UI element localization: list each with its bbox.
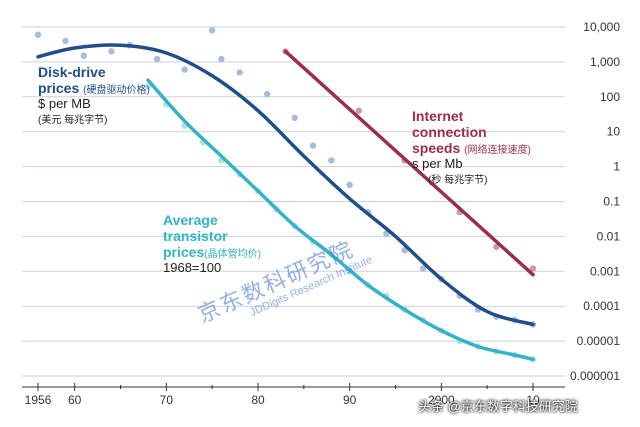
x-tick-label: 1956 (25, 393, 52, 407)
disk-title-cn: (硬盘驱动价格) (83, 85, 150, 97)
disk-data-point (419, 265, 427, 272)
disk-data-point (208, 27, 216, 34)
grid-lines (22, 26, 565, 377)
transistor-series-line (146, 78, 535, 362)
disk-unit-cn: (美元 每兆字节) (38, 114, 108, 126)
x-axis: 1956 60 70 80 90 2000 10 (22, 383, 565, 407)
internet-title-line3: speeds (412, 140, 461, 157)
x-tick-label: 90 (343, 393, 357, 407)
internet-title-line1: Internet (412, 108, 464, 124)
y-tick-label: 0.00001 (577, 334, 621, 348)
y-tick-label: 0.000001 (570, 369, 620, 383)
watermark-badge: 头条 @京东数字科技研究院 (418, 399, 578, 414)
x-tick-label: 2000 (428, 393, 455, 407)
disk-data-point (34, 31, 42, 38)
internet-data-point (355, 107, 363, 114)
y-tick-label: 0.0001 (583, 299, 620, 313)
transistor-title-line2: transistor (163, 228, 228, 245)
disk-title-line2: prices (38, 80, 80, 97)
disk-data-point (108, 48, 115, 55)
x-tick-label: 80 (251, 393, 265, 407)
internet-title-line2: connection (412, 124, 487, 141)
disk-unit: $ per MB (38, 95, 91, 111)
y-axis-ticks: 10,000 1,000 100 10 1 0.1 0.01 0.001 0.0001 0.000… (570, 20, 620, 383)
disk-label: Disk-drive prices (硬盘驱动价格) $ per MB (美元 … (38, 64, 150, 126)
x-tick-label: 10 (526, 393, 540, 407)
internet-unit-cn: (秒 每兆字节) (428, 174, 488, 186)
disk-title-line1: Disk-drive (38, 64, 106, 80)
disk-data-point (236, 69, 243, 76)
series-layer (34, 27, 537, 363)
y-tick-label: 100 (600, 90, 620, 104)
internet-label: Internet connection speeds (网络连接速度) s pe… (412, 108, 531, 186)
disk-data-point (181, 66, 188, 73)
transistor-title-line1: Average (163, 212, 218, 228)
transistor-title-cn: (晶体管均价) (204, 249, 261, 261)
transistor-label: Average transistor prices(晶体管均价) 1968=10… (163, 212, 261, 276)
disk-data-point (263, 90, 271, 98)
x-tick-label: 70 (160, 393, 174, 407)
y-tick-label: 10 (607, 125, 621, 139)
disk-data-point (153, 55, 161, 63)
y-tick-label: 1 (613, 160, 620, 174)
disk-data-point (218, 55, 225, 63)
transistor-unit: 1968=100 (163, 259, 222, 275)
disk-series-line (36, 43, 535, 327)
disk-data-point (291, 114, 298, 122)
disk-data-point (309, 142, 317, 149)
internet-title-cn: (网络连接速度) (464, 145, 531, 157)
disk-data-point (346, 181, 353, 189)
y-tick-label: 0.001 (590, 264, 620, 278)
y-tick-label: 1,000 (590, 55, 620, 69)
x-tick-label: 60 (68, 393, 82, 407)
y-tick-label: 10,000 (583, 20, 620, 34)
y-tick-label: 0.1 (603, 195, 620, 209)
disk-data-point (62, 37, 69, 45)
disk-data-point (328, 157, 335, 164)
disk-data-point (80, 52, 88, 59)
internet-unit: s per Mb (412, 155, 463, 171)
y-tick-label: 0.01 (597, 229, 621, 243)
internet-data-point (529, 265, 537, 272)
transistor-data-point (144, 83, 152, 90)
transistor-title-line3: prices (163, 244, 205, 261)
internet-series-line (283, 49, 535, 277)
